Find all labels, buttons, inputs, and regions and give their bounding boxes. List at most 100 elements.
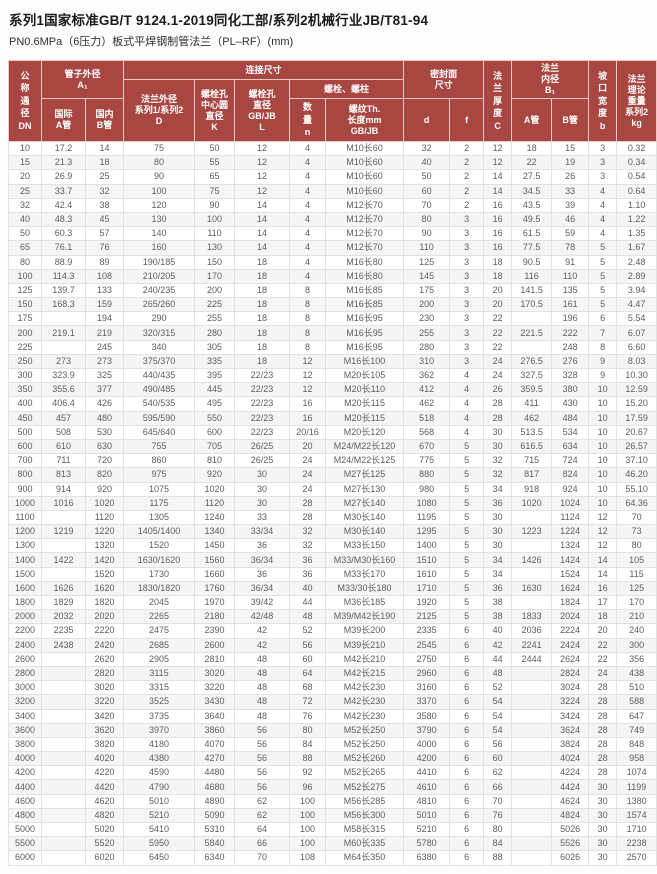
table-cell: 100: [8, 268, 42, 284]
table-cell: 17.59: [616, 410, 657, 426]
table-cell: 5: [449, 453, 485, 469]
table-cell: 480: [84, 410, 125, 426]
table-cell: 18: [234, 325, 291, 341]
table-cell: 4000: [403, 736, 451, 753]
table-cell: M42长230: [325, 694, 405, 710]
table-cell: 10: [588, 438, 618, 455]
table-cell: 4790: [123, 779, 196, 795]
table-cell: 518: [403, 410, 451, 426]
table-cell: 52: [289, 623, 327, 639]
table-row: 3200 3220 3525 3430 48 72 M42长230 3370 6 54 3224 28…: [8, 694, 657, 710]
table-cell: 2200: [8, 623, 42, 639]
table-cell: 108: [289, 850, 327, 866]
header-bolt-qty: 数 量 n: [289, 98, 327, 142]
table-cell: M33/M30长160: [325, 552, 405, 568]
table-cell: 200: [194, 282, 236, 299]
table-cell: 4590: [123, 765, 196, 781]
table-cell: [41, 708, 86, 724]
table-cell: 645/640: [123, 424, 196, 440]
table-cell: 40: [289, 580, 327, 597]
table-cell: 84: [483, 836, 513, 852]
table-cell: 6: [449, 807, 485, 824]
table-cell: 36: [289, 566, 327, 582]
table-cell: M27长130: [325, 481, 405, 497]
table-cell: 1224: [551, 524, 590, 540]
table-cell: 225: [194, 297, 236, 313]
table-cell: M16长80: [325, 268, 405, 284]
table-cell: 240/235: [123, 282, 196, 299]
table-cell: 2032: [41, 609, 86, 625]
table-cell: 2180: [194, 609, 236, 625]
table-cell: M39/M42长190: [325, 609, 405, 625]
table-cell: 6: [588, 311, 618, 327]
table-cell: 16: [588, 580, 618, 597]
table-cell: 48.3: [41, 211, 86, 228]
table-cell: 900: [8, 481, 42, 497]
table-cell: M42长230: [325, 708, 405, 724]
table-cell: 12: [588, 524, 618, 540]
table-cell: 24: [289, 481, 327, 497]
table-cell: 22/23: [234, 410, 291, 426]
header-bolt-circle: 螺栓孔 中心圆 直径 K: [194, 79, 236, 142]
table-cell: 46.20: [616, 467, 657, 483]
table-cell: 17: [588, 594, 618, 611]
table-cell: 4.47: [616, 297, 657, 313]
table-cell: 5950: [123, 836, 196, 852]
table-cell: M39长200: [325, 623, 405, 639]
table-cell: 6: [449, 765, 485, 781]
table-cell: 3820: [84, 736, 125, 753]
table-cell: 4: [289, 240, 327, 256]
table-row: 2400 2438 2420 2685 2600 42 56 M39长210 2545 6 42 22…: [8, 637, 657, 653]
table-cell: 6: [449, 751, 485, 767]
table-cell: M42长210: [325, 651, 405, 667]
table-cell: 4: [289, 183, 327, 199]
table-cell: 12: [483, 140, 513, 157]
table-cell: 4624: [551, 793, 590, 809]
table-cell: 3: [449, 353, 485, 370]
table-cell: 4410: [403, 765, 451, 781]
table-cell: 3: [449, 268, 485, 284]
table-cell: 56: [234, 722, 291, 738]
table-cell: 1420: [84, 552, 125, 568]
table-cell: 90: [403, 226, 451, 242]
table-cell: 5: [449, 580, 485, 597]
table-cell: 84: [289, 736, 327, 753]
table-cell: M60长335: [325, 836, 405, 852]
table-row: 1800 1829 1820 2045 1970 39/42 44 M36长185 1920 5 3…: [8, 594, 657, 611]
table-cell: 720: [84, 453, 125, 469]
table-cell: 26/25: [234, 453, 291, 469]
table-cell: M10长60: [325, 183, 405, 199]
table-cell: 114.3: [41, 268, 86, 284]
table-cell: 2600: [8, 651, 42, 667]
table-row: 175 194 290 255 18 8 M16长95 230 3 22 196 6 5.54: [8, 311, 657, 327]
table-cell: 52: [483, 680, 513, 696]
table-cell: 3600: [8, 722, 42, 738]
table-cell: [511, 566, 553, 582]
table-cell: 715: [511, 453, 553, 469]
table-cell: 2235: [41, 623, 86, 639]
table-cell: M36长185: [325, 594, 405, 611]
table-cell: 145: [403, 268, 451, 284]
table-cell: M56长300: [325, 807, 405, 824]
table-cell: 1.67: [616, 240, 657, 256]
table-cell: 9: [588, 353, 618, 370]
table-cell: 56: [234, 765, 291, 781]
table-cell: 88: [289, 751, 327, 767]
table-cell: 73: [616, 524, 657, 540]
table-cell: [511, 751, 553, 767]
table-cell: 18: [84, 155, 125, 171]
table-cell: 56: [234, 736, 291, 753]
table-cell: 1520: [123, 538, 196, 554]
table-cell: 5: [449, 438, 485, 455]
table-cell: 48: [289, 609, 327, 625]
table-cell: 50: [194, 140, 236, 157]
table-cell: 4: [449, 367, 485, 384]
table-cell: 1080: [403, 495, 451, 511]
table-cell: 54: [483, 694, 513, 710]
table-cell: 290: [123, 311, 196, 327]
header-bolt-thread: 螺纹Th. 长度mm GB/JB: [325, 98, 405, 142]
table-cell: 20: [289, 438, 327, 455]
table-cell: 749: [616, 722, 657, 738]
table-cell: 18: [234, 254, 291, 270]
table-cell: 6: [449, 708, 485, 724]
